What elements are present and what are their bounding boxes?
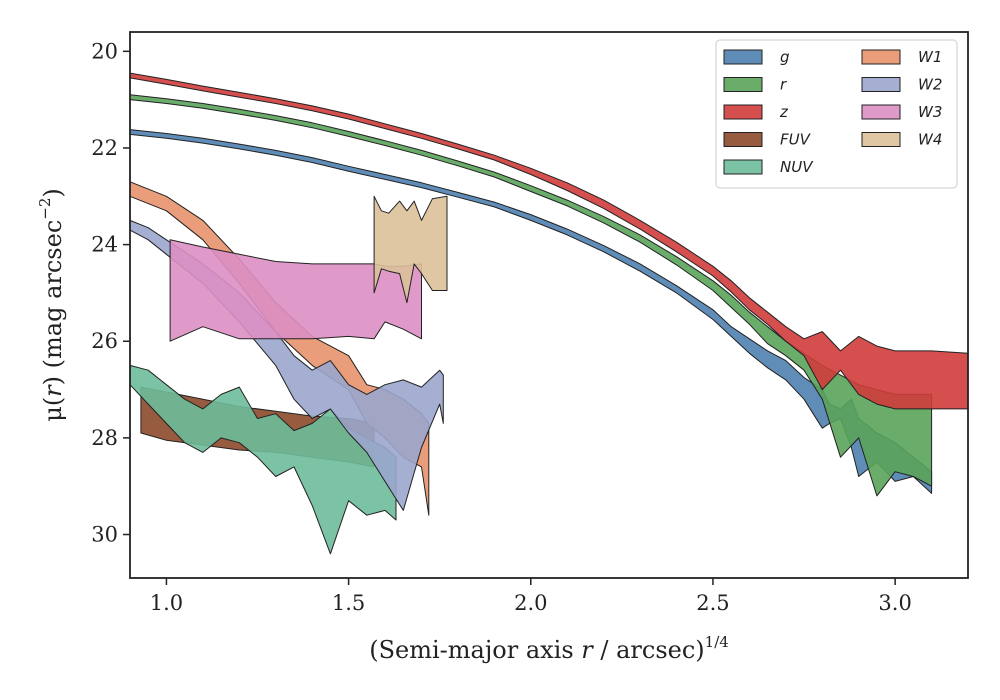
legend-swatch [723,132,763,147]
band-w3 [169,239,422,342]
x-tick-label: 2.5 [696,591,729,615]
legend-label: W2 [918,76,942,94]
legend-label: z [779,103,789,121]
y-tick-label: 24 [91,233,118,257]
band-areas [129,72,969,555]
y-tick-label: 20 [91,39,118,63]
legend-swatch [723,49,763,65]
legend-label: NUV [780,158,814,176]
x-tick-label: 1.5 [332,591,365,615]
x-axis-ticks: 1.0 1.5 2.0 2.5 3.0 [150,578,912,615]
y-tick-label: 26 [91,329,118,353]
band-nuv [129,364,397,555]
band-w4 [373,195,448,304]
legend-swatch [861,49,901,65]
x-tick-label: 3.0 [878,591,911,615]
legend-label: r [780,76,787,94]
y-tick-label: 22 [91,136,118,160]
x-tick-label: 1.0 [150,591,183,615]
y-tick-label: 30 [91,523,118,547]
legend-swatch [723,159,763,175]
band-r [129,94,933,497]
legend-swatch [723,77,763,92]
legend-label: W3 [918,103,942,121]
legend-label: W4 [918,131,942,149]
legend-label: FUV [780,131,812,149]
legend-swatch [861,104,901,120]
legend-label: g [780,48,790,66]
legend-swatch [861,132,901,147]
x-axis-label: (Semi-major axis r / arcsec)1/4 [369,633,729,664]
plot-frame [129,31,969,579]
y-axis-label: μ(r) (mag arcsec−2) [36,188,67,422]
legend-swatch [723,104,763,120]
legend-label: W1 [918,48,942,66]
x-tick-label: 2.0 [514,591,547,615]
legend: grz FUV NUV W1 W2 W3 W4 [715,39,958,189]
legend-swatch [861,77,901,92]
y-tick-label: 28 [91,426,118,450]
y-axis-ticks: 20 22 24 26 28 30 [91,39,130,547]
band-g [129,129,933,494]
